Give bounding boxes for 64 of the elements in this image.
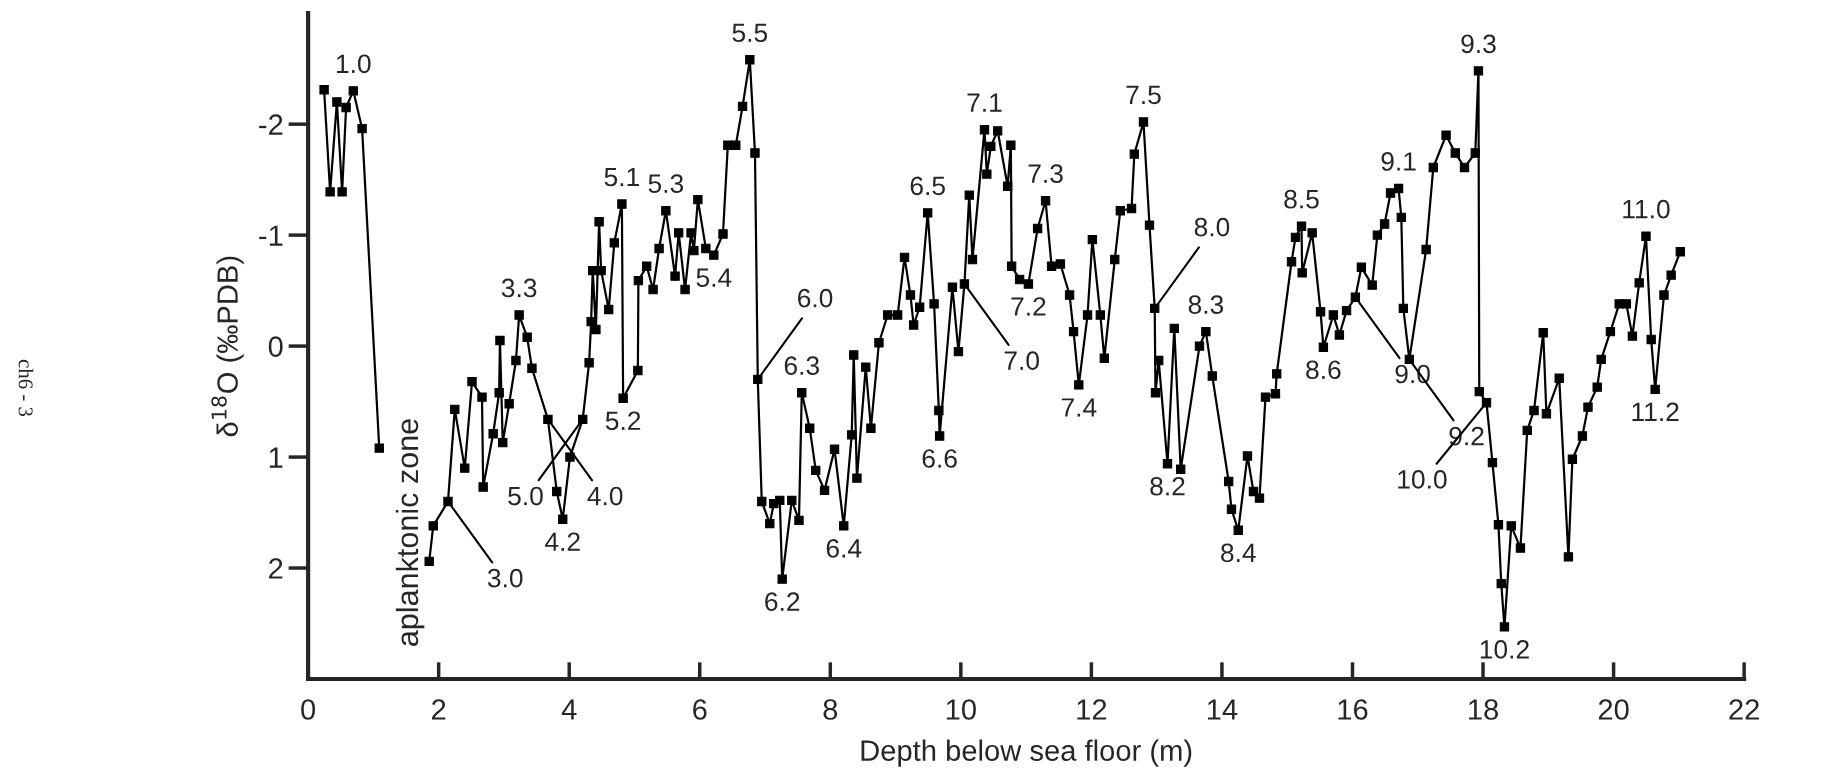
point (337, 187, 347, 197)
x-tick-label: 14 (1207, 699, 1238, 720)
annotation: 4.2 (545, 532, 580, 551)
annotation: 6.0 (798, 288, 833, 308)
text: ch6 - 3 (18, 359, 34, 417)
annotation: 7.3 (1028, 164, 1063, 184)
y-tick-label: -2 (259, 114, 283, 135)
x-tick-label: 18 (1469, 699, 1498, 720)
point (341, 102, 351, 113)
x-axis-title: Depth below sea floor (m) (861, 739, 1192, 767)
annotation: 5.0 (508, 486, 543, 506)
x-tick-label: 0 (301, 699, 316, 720)
point (348, 86, 358, 96)
annotation: 5.2 (605, 411, 641, 431)
annotation: 3.3 (501, 278, 537, 298)
annotation: 5.1 (604, 167, 639, 187)
annotation: 6.5 (910, 176, 945, 196)
x-tick-label: 16 (1338, 699, 1368, 720)
annotation: 7.2 (1011, 297, 1046, 316)
annotation: 11.2 (1632, 402, 1679, 421)
point (332, 97, 342, 107)
annotation: 8.5 (1284, 189, 1319, 209)
x-tick-label: 22 (1729, 699, 1759, 720)
annotation: 6.3 (784, 356, 819, 375)
point (325, 187, 335, 197)
annotation: 9.3 (1461, 34, 1496, 54)
annotation: 5.3 (648, 174, 684, 193)
y-tick-label: -1 (259, 225, 283, 246)
annotation: 8.3 (1188, 295, 1224, 314)
annotation: 6.2 (765, 592, 800, 612)
annotation: 7.4 (1061, 398, 1097, 417)
annotation: 10.2 (1480, 640, 1529, 659)
annotation: 7.0 (1004, 351, 1039, 370)
annotation: 10.0 (1398, 470, 1447, 489)
x-tick-label: 8 (823, 699, 838, 720)
x-tick-label: 12 (1077, 699, 1107, 720)
annotation: 7.5 (1126, 85, 1161, 105)
annotation: 1.0 (336, 54, 371, 74)
y-tick-label: 0 (268, 336, 283, 357)
x-tick-label: 20 (1598, 699, 1629, 720)
x-tick-label: 4 (561, 699, 577, 720)
annotation: 8.4 (1221, 543, 1256, 563)
annotation: 7.1 (967, 93, 1002, 112)
annotation: 6.6 (922, 449, 957, 468)
point (319, 85, 329, 95)
annotation: 8.2 (1150, 476, 1185, 496)
annotation: 4.0 (587, 486, 623, 506)
annotation: 11.0 (1623, 199, 1670, 219)
y-axis-title: δ$^{18}$O (‰PDB) (211, 256, 244, 437)
point (357, 123, 367, 134)
x-tick-label: 2 (432, 699, 446, 720)
annotation: 6.4 (826, 539, 862, 558)
x-tick-label: 10 (946, 699, 976, 720)
annotation: 9.1 (1381, 152, 1416, 171)
annotation: 8.6 (1306, 360, 1341, 380)
annotation: 3.0 (487, 568, 523, 588)
y-tick-label: 1 (269, 447, 283, 468)
x-tick-label: 6 (693, 699, 707, 720)
y-tick-label: 2 (269, 558, 283, 579)
annotation: 8.0 (1194, 217, 1230, 237)
annotation: 5.4 (696, 268, 732, 287)
annotation: 5.5 (732, 23, 768, 43)
point (374, 443, 384, 453)
annotation: aplanktonic zone (395, 419, 425, 646)
